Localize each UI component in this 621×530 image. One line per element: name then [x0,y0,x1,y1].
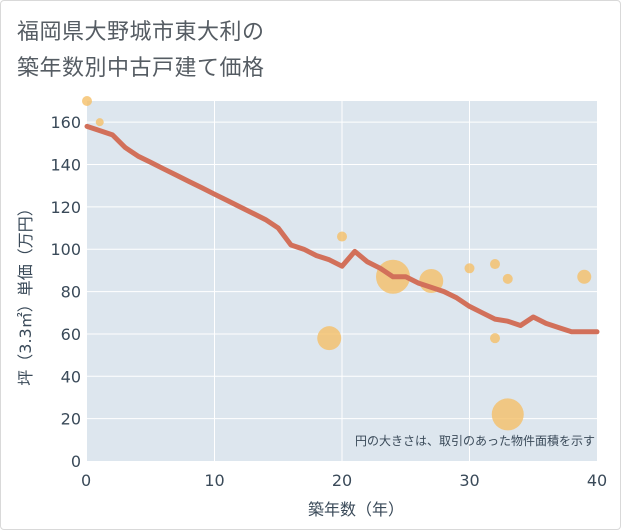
bubble-point [337,231,347,242]
bubble-point [490,259,500,270]
y-axis-label: 坪（3.3㎡）単価（万円） [16,200,35,385]
x-axis-label: 築年数（年） [308,500,404,519]
y-tick-label: 80 [61,283,81,302]
y-tick-label: 160 [50,113,81,132]
bubble-point [464,263,475,274]
bubble-point [95,118,104,127]
size-legend-note: 円の大きさは、取引のあった物件面積を示す [355,433,595,448]
bubble-point [317,326,342,351]
y-tick-label: 100 [50,240,81,259]
x-axis-ticks: 0 10 20 30 40 [81,471,607,490]
y-tick-label: 0 [71,452,81,471]
bubble-point [502,273,513,284]
y-tick-label: 60 [61,325,81,344]
y-tick-label: 120 [50,198,81,217]
y-tick-label: 140 [50,156,81,175]
bubble-point [490,333,500,344]
y-tick-label: 40 [61,367,81,386]
y-axis-ticks: 0 20 40 60 80 100 120 140 160 [50,113,81,471]
bubble-point [82,96,92,106]
bubble-point [491,398,524,431]
x-tick-label: 10 [204,471,224,490]
x-tick-label: 20 [332,471,352,490]
chart-title-line-1: 福岡県大野城市東大利の [17,20,265,45]
trend-line [84,123,600,335]
chart-title-line-2: 築年数別中古戸建て価格 [17,56,265,81]
x-tick-label: 0 [81,471,91,490]
x-tick-label: 40 [587,471,607,490]
chart-title: 福岡県大野城市東大利の 築年数別中古戸建て価格 [17,15,265,87]
x-tick-label: 30 [459,471,479,490]
bubble-point [577,269,592,284]
y-tick-label: 20 [61,410,81,429]
